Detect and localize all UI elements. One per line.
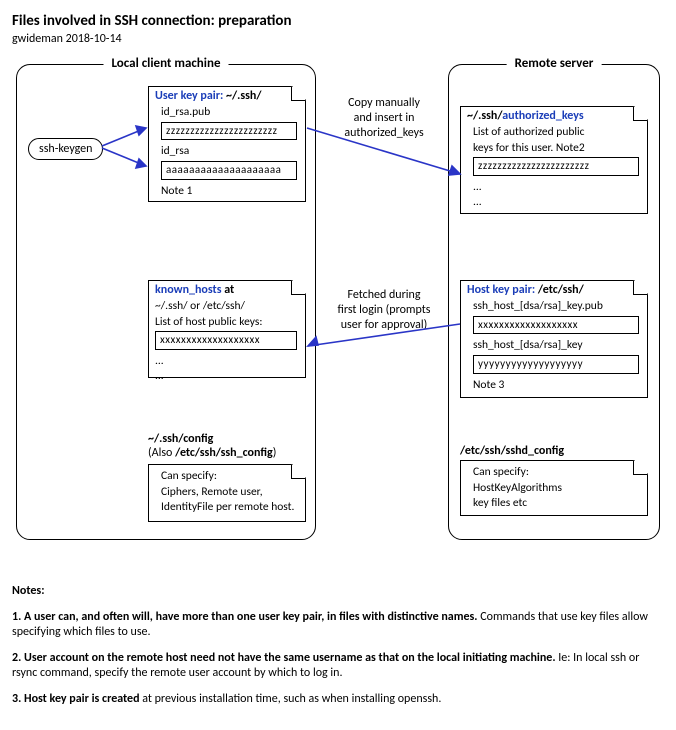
note3-tail: at previous installation time, such as w… bbox=[140, 692, 442, 706]
authkeys-value: zzzzzzzzzzzzzzzzzzzzzzz bbox=[473, 157, 639, 176]
authkeys-path: ~/.ssh/ bbox=[467, 109, 502, 123]
host-pub-value: xxxxxxxxxxxxxxxxxxx bbox=[473, 316, 639, 335]
sshd-config-l3: key files etc bbox=[473, 496, 639, 512]
group-user-keypair: User key pair: ~/.ssh/ id_rsa.pub zzzzzz… bbox=[148, 86, 306, 202]
sshd-config-l2: HostKeyAlgorithms bbox=[473, 481, 639, 497]
authkeys-title: authorized_keys bbox=[502, 109, 583, 123]
anno-fetch-l2: first login (prompts bbox=[324, 303, 444, 318]
anno-copy: Copy manually and insert in authorized_k… bbox=[324, 96, 444, 141]
panel-remote-title: Remote server bbox=[507, 56, 602, 71]
user-keypair-note: Note 1 bbox=[161, 184, 297, 200]
notes-header: Notes: bbox=[12, 584, 652, 600]
known-hosts-at: at bbox=[221, 283, 234, 297]
authkeys-dots2: ... bbox=[473, 195, 639, 211]
host-keypair-path: /etc/ssh/ bbox=[535, 283, 584, 297]
ssh-config-l2: Ciphers, Remote user, bbox=[161, 485, 297, 501]
ssh-config-l3: IdentityFile per remote host. bbox=[161, 500, 297, 516]
group-authorized-keys: ~/.ssh/authorized_keys List of authorize… bbox=[460, 106, 648, 214]
sshd-config-l1: Can specify: bbox=[473, 465, 639, 481]
node-ssh-keygen: ssh-keygen bbox=[28, 138, 103, 160]
anno-copy-l1: Copy manually bbox=[324, 96, 444, 111]
diagram-canvas: Local client machine Remote server ssh-k… bbox=[12, 56, 664, 566]
group-sshd-config-header: /etc/ssh/sshd_config bbox=[460, 444, 648, 458]
ssh-config-also-pre: (Also bbox=[148, 446, 175, 460]
group-known-hosts: known_hosts at ~/.ssh/ or /etc/ssh/ List… bbox=[148, 280, 306, 378]
known-hosts-dots2: ... bbox=[155, 369, 297, 385]
authkeys-line2: keys for this user. Note2 bbox=[473, 141, 639, 157]
anno-fetch-l3: user for approval) bbox=[324, 318, 444, 333]
id-rsa-value: aaaaaaaaaaaaaaaaaaaa bbox=[161, 161, 297, 180]
ssh-config-also-post: ) bbox=[273, 446, 277, 460]
host-key-value: yyyyyyyyyyyyyyyyyyy bbox=[473, 355, 639, 374]
ssh-config-also-bold: /etc/ssh/ssh_config bbox=[175, 446, 273, 460]
panel-local-title: Local client machine bbox=[104, 56, 229, 71]
known-hosts-line1: List of host public keys: bbox=[155, 315, 297, 331]
id-rsa-label: id_rsa bbox=[161, 144, 297, 160]
user-keypair-path: ~/.ssh/ bbox=[223, 89, 261, 103]
id-rsa-pub-label: id_rsa.pub bbox=[161, 105, 297, 121]
known-hosts-title: known_hosts bbox=[155, 283, 221, 297]
page-subtitle: gwideman 2018-10-14 bbox=[12, 32, 664, 46]
notes-section: Notes: 1. A user can, and often will, ha… bbox=[12, 584, 652, 708]
anno-copy-l3: authorized_keys bbox=[324, 126, 444, 141]
known-hosts-value: xxxxxxxxxxxxxxxxxxx bbox=[155, 331, 297, 350]
host-keypair-title: Host key pair: bbox=[467, 283, 535, 297]
group-ssh-config-header: ~/.ssh/config (Also /etc/ssh/ssh_config) bbox=[148, 432, 306, 460]
host-keypair-note: Note 3 bbox=[473, 378, 639, 394]
note2-lead: 2. User account on the remote host need … bbox=[12, 651, 556, 665]
ssh-config-l1: Can specify: bbox=[161, 469, 297, 485]
page-title: Files involved in SSH connection: prepar… bbox=[12, 12, 664, 30]
authkeys-line1: List of authorized public bbox=[473, 125, 639, 141]
note1-lead: 1. A user can, and often will, have more… bbox=[12, 610, 478, 624]
authkeys-dots1: ... bbox=[473, 180, 639, 196]
id-rsa-pub-value: zzzzzzzzzzzzzzzzzzzzzzz bbox=[161, 122, 297, 141]
group-host-keypair: Host key pair: /etc/ssh/ ssh_host_[dsa/r… bbox=[460, 280, 648, 398]
anno-fetch-l1: Fetched during bbox=[324, 288, 444, 303]
host-pub-label: ssh_host_[dsa/rsa]_key.pub bbox=[473, 299, 639, 315]
anno-copy-l2: and insert in bbox=[324, 111, 444, 126]
anno-fetch: Fetched during first login (prompts user… bbox=[324, 288, 444, 333]
note3-lead: 3. Host key pair is created bbox=[12, 692, 140, 706]
ssh-config-title1: ~/.ssh/config bbox=[148, 432, 306, 446]
group-ssh-config: Can specify: Ciphers, Remote user, Ident… bbox=[148, 464, 306, 522]
user-keypair-title: User key pair: bbox=[155, 89, 223, 103]
known-hosts-sub: ~/.ssh/ or /etc/ssh/ bbox=[155, 299, 297, 315]
group-sshd-config: Can specify: HostKeyAlgorithms key files… bbox=[460, 460, 648, 516]
host-key-label: ssh_host_[dsa/rsa]_key bbox=[473, 338, 639, 354]
known-hosts-dots1: ... bbox=[155, 354, 297, 370]
